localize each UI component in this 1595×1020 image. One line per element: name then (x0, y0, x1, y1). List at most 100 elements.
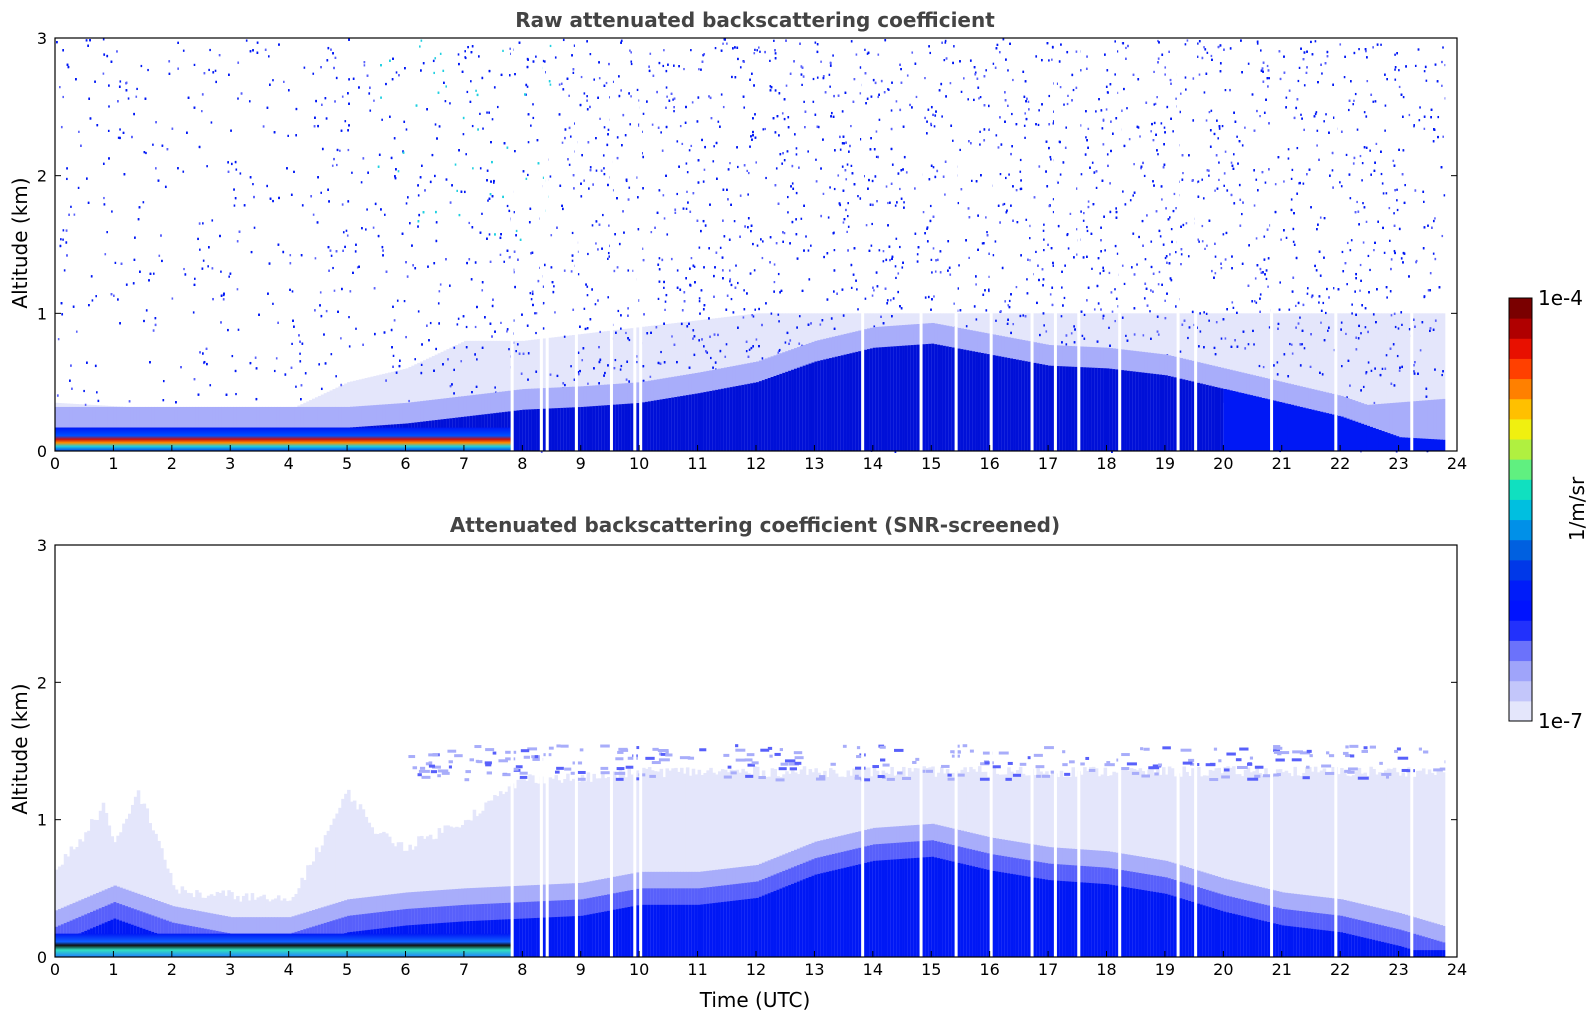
noise-dot (1437, 115, 1440, 119)
noise-dot (1352, 103, 1355, 106)
noise-dot (586, 95, 588, 98)
aerosol-cell (1430, 313, 1435, 451)
noise-dot (762, 128, 765, 131)
noise-dot (726, 42, 728, 45)
noise-dot (103, 196, 105, 200)
noise-dot (1319, 216, 1322, 219)
noise-dot (753, 52, 756, 55)
noise-dot (764, 127, 766, 131)
noise-dot (348, 316, 350, 319)
noise-dot (769, 85, 772, 88)
noise-dot (1002, 203, 1004, 206)
noise-dot (1201, 240, 1204, 243)
aerosol-cell (1433, 313, 1438, 451)
noise-dot (846, 230, 848, 234)
noise-dot (1208, 174, 1210, 177)
noise-dot (583, 307, 586, 310)
noise-dot (934, 270, 937, 273)
noise-dot (724, 355, 727, 358)
noise-dot (827, 216, 830, 219)
noise-dot (272, 302, 274, 305)
noise-dot (1362, 385, 1365, 389)
noise-dot (201, 110, 203, 113)
noise-dot (870, 244, 873, 247)
noise-dot (681, 142, 684, 146)
noise-dot (1285, 236, 1288, 239)
aerosol-cell (1366, 313, 1370, 451)
noise-dot (951, 139, 954, 142)
noise-dot (988, 289, 990, 293)
noise-dot (140, 64, 143, 68)
noise-dot (922, 211, 925, 214)
noise-dot (496, 105, 499, 109)
noise-dot (739, 66, 742, 69)
noise-dot (781, 112, 784, 115)
noise-dot (236, 288, 239, 291)
noise-dot (449, 102, 451, 105)
noise-dot (958, 264, 960, 267)
noise-dot (755, 161, 758, 164)
noise-dot (729, 162, 731, 165)
aerosol-cell (1346, 313, 1350, 451)
noise-dot (1160, 122, 1163, 125)
noise-dot (752, 315, 755, 318)
noise-dot (403, 299, 406, 303)
noise-dot (1381, 182, 1384, 185)
noise-dot (420, 39, 423, 42)
aerosol-cell (1328, 313, 1333, 451)
noise-dot (878, 249, 881, 252)
noise-dot (330, 353, 333, 356)
noise-dot (769, 59, 771, 62)
noise-dot (454, 163, 457, 166)
noise-dot (649, 375, 652, 378)
noise-dot (1122, 190, 1124, 193)
noise-dot (889, 299, 892, 302)
noise-dot (979, 143, 981, 146)
noise-dot (812, 77, 815, 81)
noise-dot (465, 153, 467, 156)
plot-area (55, 38, 1457, 453)
noise-dot (147, 68, 149, 72)
noise-dot (965, 325, 968, 328)
noise-dot (534, 312, 536, 315)
noise-dot (331, 164, 334, 167)
noise-dot (515, 229, 518, 233)
noise-dot (800, 217, 803, 220)
noise-dot (856, 288, 858, 291)
noise-dot (1369, 149, 1371, 152)
noise-dot (773, 263, 776, 266)
noise-dot (1116, 252, 1119, 255)
noise-dot (871, 294, 874, 297)
noise-dot (1185, 88, 1187, 91)
noise-dot (748, 348, 751, 351)
noise-dot (691, 101, 694, 104)
noise-dot (967, 98, 970, 101)
noise-dot (1363, 111, 1366, 114)
noise-dot (462, 133, 465, 136)
aerosol-cell (1337, 313, 1341, 451)
aerosol-cell (1340, 313, 1344, 451)
noise-dot (1268, 326, 1271, 329)
noise-dot (272, 79, 274, 82)
noise-dot (598, 77, 601, 80)
noise-dot (778, 348, 781, 352)
aerosol-cell (1319, 313, 1324, 451)
aerosol-cell (1381, 313, 1385, 451)
noise-dot (1361, 179, 1363, 182)
noise-dot (842, 221, 845, 224)
noise-dot (995, 319, 997, 322)
aerosol-cell (1372, 313, 1376, 451)
noise-dot (1318, 301, 1320, 304)
noise-dot (1303, 84, 1306, 87)
noise-dot (785, 84, 788, 87)
noise-dot (602, 154, 605, 157)
noise-dot (465, 325, 468, 329)
noise-dot (1247, 343, 1250, 346)
noise-dot (833, 249, 836, 252)
noise-dot (1381, 367, 1384, 370)
noise-dot (396, 299, 399, 302)
noise-dot (1128, 138, 1131, 141)
noise-dot (1125, 334, 1127, 337)
noise-dot (500, 321, 502, 325)
noise-dot (1321, 72, 1323, 75)
